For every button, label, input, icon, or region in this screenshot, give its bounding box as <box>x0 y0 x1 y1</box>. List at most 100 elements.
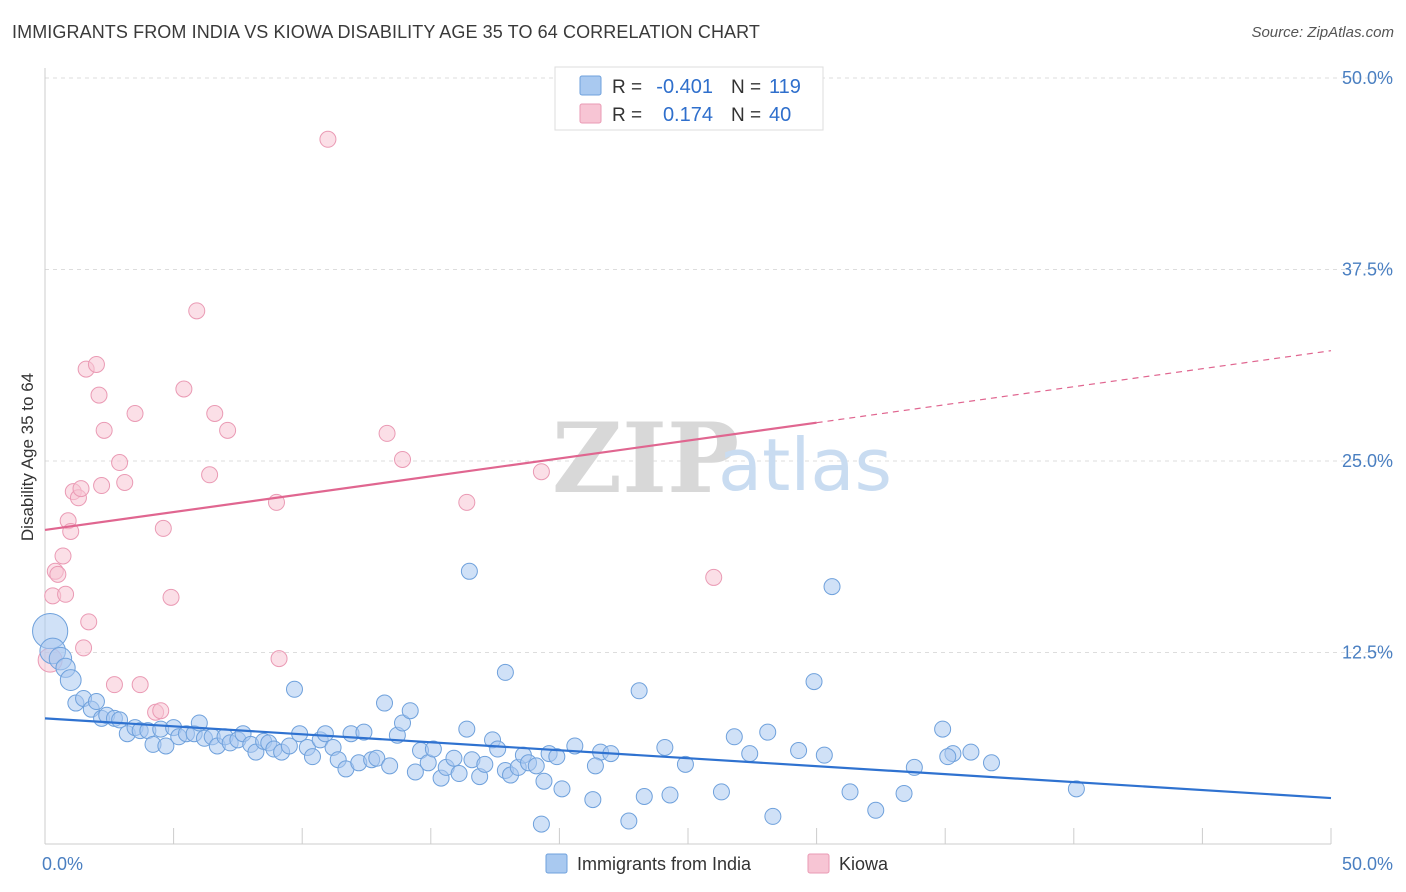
india-point <box>548 748 566 766</box>
legend-r-label-kiowa: R = <box>612 105 642 126</box>
india-point <box>406 763 424 781</box>
india-point <box>805 673 823 691</box>
india-point <box>630 682 648 700</box>
india-point <box>532 815 550 833</box>
y-tick-label: 12.5% <box>1342 643 1393 663</box>
india-point <box>982 754 1000 772</box>
kiowa-point <box>105 676 123 694</box>
india-point <box>741 745 759 763</box>
legend-r-label-india: R = <box>612 77 642 98</box>
india-point <box>476 755 494 773</box>
india-point <box>586 757 604 775</box>
x-tick-label: 50.0% <box>1342 854 1393 874</box>
legend: R = -0.401 N = 119 R = 0.174 N = 40 <box>554 66 824 131</box>
india-point <box>725 728 743 746</box>
y-axis-label: Disability Age 35 to 64 <box>18 373 37 541</box>
india-point <box>939 748 957 766</box>
kiowa-point <box>705 568 723 586</box>
legend-n-value-kiowa: 40 <box>769 104 791 126</box>
legend-r-value-kiowa: 0.174 <box>663 104 713 126</box>
bottom-legend-swatch-india <box>545 853 568 874</box>
india-point <box>450 765 468 783</box>
india-point <box>656 738 674 756</box>
india-point <box>962 743 980 761</box>
kiowa-point <box>394 450 412 468</box>
india-point <box>759 723 777 741</box>
india-point <box>867 801 885 819</box>
trend-line-kiowa <box>44 421 817 532</box>
india-point <box>841 783 859 801</box>
india-point <box>458 720 476 738</box>
trend-line-india <box>44 717 1332 800</box>
series-kiowa <box>37 130 723 721</box>
india-point <box>1067 780 1085 798</box>
india-point <box>527 757 545 775</box>
kiowa-point <box>75 639 93 657</box>
kiowa-point <box>458 493 476 511</box>
india-point <box>376 694 394 712</box>
india-point <box>635 788 653 806</box>
source-credit: Source: ZipAtlas.com <box>1251 24 1394 41</box>
legend-r-value-india: -0.401 <box>656 76 713 98</box>
trend-line-kiowa-extension <box>816 350 1332 424</box>
kiowa-point <box>116 473 134 491</box>
india-point <box>584 791 602 809</box>
kiowa-point <box>54 547 72 565</box>
kiowa-point <box>49 565 67 583</box>
kiowa-point <box>90 386 108 404</box>
trend-lines <box>44 350 1332 800</box>
legend-n-label-india: N = <box>731 77 761 98</box>
grid-lines <box>45 77 1391 653</box>
india-point <box>676 755 694 773</box>
kiowa-point <box>95 421 113 439</box>
kiowa-point <box>93 477 111 495</box>
kiowa-point <box>201 466 219 484</box>
legend-swatch-india <box>579 75 602 96</box>
y-tick-label: 37.5% <box>1342 260 1393 280</box>
india-point <box>815 746 833 764</box>
y-tick-labels: 12.5% 25.0% 37.5% 50.0% <box>1342 68 1393 663</box>
bottom-legend-label-india: Immigrants from India <box>577 854 752 874</box>
x-tick-label: 0.0% <box>42 854 83 874</box>
axes <box>44 68 1332 845</box>
kiowa-point <box>219 421 237 439</box>
kiowa-point <box>378 424 396 442</box>
india-point <box>355 723 373 741</box>
kiowa-point <box>532 463 550 481</box>
india-point <box>712 783 730 801</box>
india-point <box>157 737 175 755</box>
chart-title: IMMIGRANTS FROM INDIA VS KIOWA DISABILIT… <box>12 22 761 42</box>
india-point <box>285 680 303 698</box>
india-point <box>460 562 478 580</box>
kiowa-point <box>126 405 144 423</box>
series-india <box>32 562 1085 833</box>
india-point <box>445 749 463 767</box>
legend-n-label-kiowa: N = <box>731 105 761 126</box>
kiowa-point <box>111 454 129 472</box>
bottom-legend-label-kiowa: Kiowa <box>839 854 889 874</box>
kiowa-point <box>319 130 337 148</box>
y-tick-label: 25.0% <box>1342 451 1393 471</box>
bottom-legend-swatch-kiowa <box>807 853 830 874</box>
kiowa-point <box>206 405 224 423</box>
india-point <box>790 742 808 760</box>
india-point <box>496 663 514 681</box>
watermark-zip: ZIP <box>552 402 739 515</box>
kiowa-point <box>152 702 170 720</box>
india-point <box>535 772 553 790</box>
india-point <box>59 669 82 691</box>
india-point <box>661 786 679 804</box>
india-point <box>368 749 386 767</box>
kiowa-point <box>154 519 172 537</box>
kiowa-point <box>131 676 149 694</box>
india-point <box>895 784 913 802</box>
india-point <box>381 757 399 775</box>
india-point <box>764 807 782 825</box>
india-point <box>316 725 334 743</box>
kiowa-point <box>57 585 75 603</box>
x-tick-labels: 0.0% 50.0% <box>42 854 1393 874</box>
legend-n-value-india: 119 <box>769 76 801 98</box>
india-point <box>303 748 321 766</box>
legend-swatch-kiowa <box>579 103 602 124</box>
